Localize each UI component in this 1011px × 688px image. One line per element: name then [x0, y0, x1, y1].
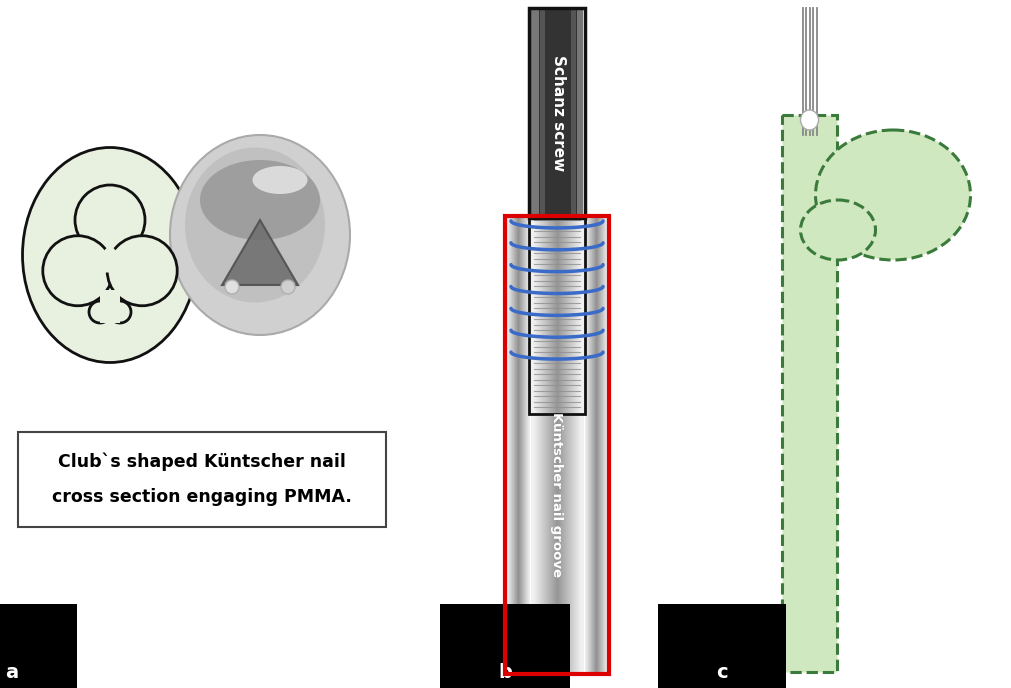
Ellipse shape — [170, 135, 350, 335]
Text: a: a — [5, 663, 18, 682]
Polygon shape — [222, 220, 298, 285]
Circle shape — [42, 236, 113, 305]
Circle shape — [225, 280, 239, 294]
Bar — [506, 216, 609, 674]
Bar — [782, 115, 837, 672]
Bar — [529, 216, 585, 413]
Text: Club`s shaped Küntscher nail: Club`s shaped Küntscher nail — [58, 453, 346, 471]
Polygon shape — [100, 290, 120, 323]
Circle shape — [75, 185, 145, 255]
Bar — [529, 8, 585, 218]
Bar — [571, 9, 576, 217]
Text: cross section engaging PMMA.: cross section engaging PMMA. — [52, 488, 352, 506]
Text: Schanz screw: Schanz screw — [551, 55, 565, 171]
Polygon shape — [80, 245, 140, 272]
Ellipse shape — [22, 147, 197, 363]
Bar — [577, 9, 583, 217]
Circle shape — [109, 301, 131, 323]
Ellipse shape — [200, 160, 320, 240]
Ellipse shape — [801, 110, 819, 130]
Ellipse shape — [801, 200, 876, 260]
Bar — [531, 9, 583, 217]
Circle shape — [89, 301, 111, 323]
Bar — [531, 9, 539, 217]
Circle shape — [281, 280, 295, 294]
Bar — [540, 9, 545, 217]
Text: b: b — [498, 663, 512, 682]
Ellipse shape — [816, 130, 971, 260]
FancyBboxPatch shape — [18, 432, 386, 527]
Text: c: c — [716, 663, 728, 682]
Circle shape — [107, 236, 177, 305]
Text: Küntscher nail groove: Küntscher nail groove — [551, 413, 563, 577]
Ellipse shape — [253, 166, 307, 194]
Ellipse shape — [185, 147, 325, 303]
